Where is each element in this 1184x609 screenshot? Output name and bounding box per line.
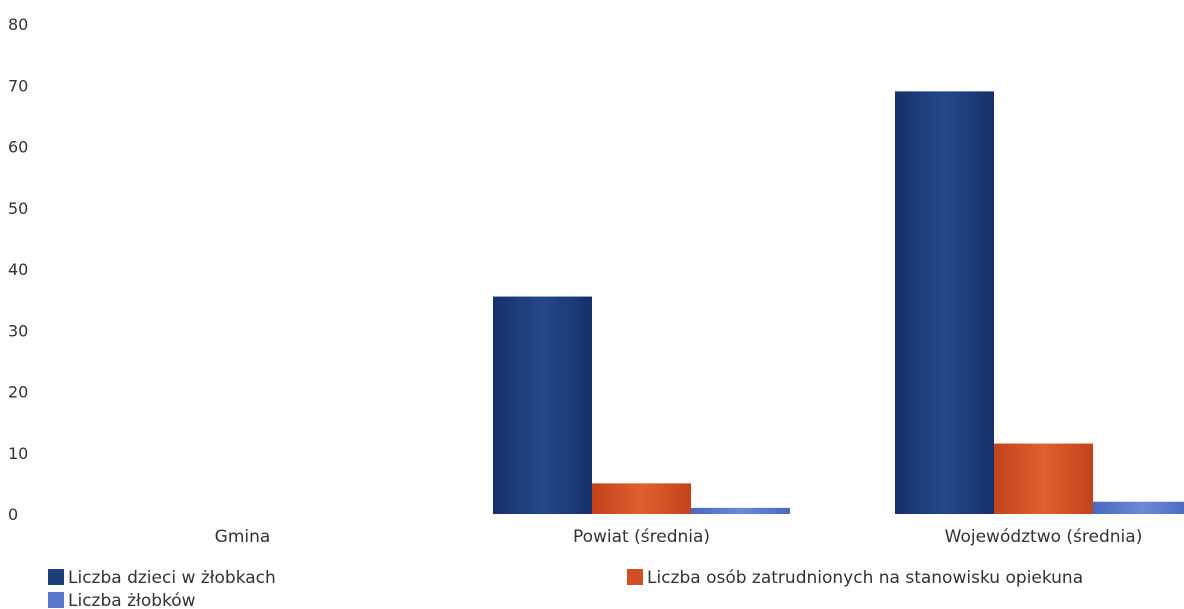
bar-series-2-1: [592, 483, 691, 514]
category-label: Powiat (średnia): [573, 527, 710, 547]
legend-swatch: [48, 569, 64, 585]
bar-series-1-1: [493, 296, 592, 514]
legend-label: Liczba żłobków: [68, 591, 196, 609]
bar-series-3-1: [691, 507, 790, 514]
legend-label: Liczba osób zatrudnionych na stanowisku …: [647, 568, 1083, 588]
y-tick-label: 70: [8, 76, 28, 95]
legend: Liczba dzieci w żłobkach Liczba osób zatr…: [48, 568, 1083, 609]
y-tick-label: 10: [8, 444, 28, 463]
x-axis-categories: Gmina Powiat (średnia) Województwo (średni…: [215, 527, 1143, 547]
y-tick-label: 20: [8, 383, 28, 402]
y-tick-label: 50: [8, 199, 28, 218]
bars: [493, 91, 1184, 514]
y-tick-label: 0: [8, 505, 18, 524]
bar-series-2-2: [994, 443, 1093, 514]
bar-series-1-2: [895, 91, 994, 514]
legend-swatch: [48, 592, 64, 608]
y-tick-label: 60: [8, 138, 28, 157]
category-label: Województwo (średnia): [945, 527, 1143, 547]
y-tick-label: 30: [8, 321, 28, 340]
y-tick-label: 80: [8, 15, 28, 34]
category-label: Gmina: [215, 527, 271, 547]
y-axis-ticks: 0 10 20 30 40 50 60 70 80: [8, 15, 28, 524]
bar-series-3-2: [1093, 501, 1184, 514]
legend-label: Liczba dzieci w żłobkach: [68, 568, 276, 588]
y-tick-label: 40: [8, 260, 28, 279]
legend-swatch: [627, 569, 643, 585]
